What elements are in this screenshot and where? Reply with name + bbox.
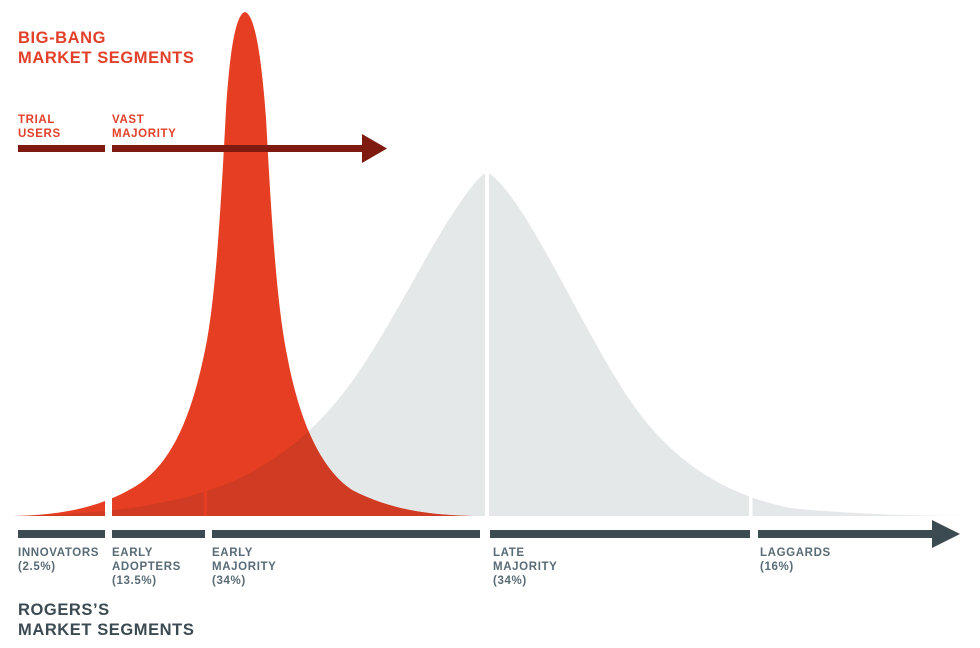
- laggards-divider: [749, 420, 753, 518]
- rogers-segment-late-majority-line2: MAJORITY: [493, 561, 558, 574]
- bigbang-segment-vast-majority-line1: VAST: [112, 114, 145, 126]
- bigbang-title-line2: MARKET SEGMENTS: [18, 49, 195, 68]
- bigbang-segment-trial-users: TRIAL USERS: [18, 114, 61, 142]
- rogers-segment-early-adopters: EARLY ADOPTERS (13.5%): [112, 546, 181, 588]
- rogers-segment-laggards-line2: (16%): [760, 561, 794, 574]
- bigbang-arrowhead-icon: [362, 134, 387, 163]
- bigbang-segment-trial-users-line1: TRIAL: [18, 114, 56, 126]
- rogers-axis-segment-early-majority: [212, 530, 480, 538]
- rogers-axis-segment-laggards: [758, 530, 937, 538]
- rogers-segment-early-majority: EARLY MAJORITY (34%): [212, 546, 276, 588]
- rogers-segment-innovators: INNOVATORS (2.5%): [18, 546, 99, 574]
- bigbang-segment-vast-majority: VAST MAJORITY: [112, 114, 176, 142]
- bigbang-title-line1: BIG-BANG: [18, 29, 107, 47]
- bigbang-segment-vast-majority-line2: MAJORITY: [112, 127, 177, 140]
- rogers-segment-early-adopters-line3: (13.5%): [112, 575, 157, 588]
- rogers-title: ROGERS’S MARKET SEGMENTS: [18, 600, 194, 640]
- rogers-segment-late-majority-line1: LATE: [493, 547, 525, 559]
- rogers-segment-laggards-line1: LAGGARDS: [760, 547, 831, 559]
- bigbang-title: BIG-BANG MARKET SEGMENTS: [18, 28, 194, 68]
- innovators-divider: [105, 455, 112, 517]
- rogers-curve-area: [8, 172, 972, 516]
- rogers-axis-arrow: [18, 520, 960, 548]
- bigbang-axis-arrow: [18, 134, 387, 163]
- bigbang-axis-segment-trial-users: [18, 145, 105, 152]
- rogers-segment-early-majority-line3: (34%): [212, 575, 246, 588]
- rogers-axis-segment-early-adopters: [112, 530, 205, 538]
- early-adopters-divider: [204, 405, 207, 517]
- rogers-peak-divider: [485, 168, 489, 518]
- bigbang-axis-segment-vast-majority: [112, 145, 366, 152]
- rogers-segment-late-majority: LATE MAJORITY (34%): [493, 546, 557, 588]
- baseline-gap: [0, 516, 980, 528]
- bigbang-segment-trial-users-line2: USERS: [18, 127, 61, 140]
- rogers-segment-innovators-line2: (2.5%): [18, 561, 56, 574]
- rogers-axis-segment-late-majority: [490, 530, 750, 538]
- rogers-segment-late-majority-line3: (34%): [493, 575, 527, 588]
- rogers-title-line2: MARKET SEGMENTS: [18, 621, 195, 640]
- rogers-axis-segment-innovators: [18, 530, 105, 538]
- rogers-segment-early-majority-line2: MAJORITY: [212, 561, 277, 574]
- rogers-arrowhead-icon: [932, 520, 960, 548]
- rogers-title-line1: ROGERS’S: [18, 601, 110, 619]
- rogers-segment-laggards: LAGGARDS (16%): [760, 546, 831, 574]
- rogers-segment-early-majority-line1: EARLY: [212, 547, 254, 559]
- rogers-segment-early-adopters-line2: ADOPTERS: [112, 561, 181, 574]
- rogers-segment-innovators-line1: INNOVATORS: [18, 547, 100, 559]
- rogers-segment-early-adopters-line1: EARLY: [112, 547, 154, 559]
